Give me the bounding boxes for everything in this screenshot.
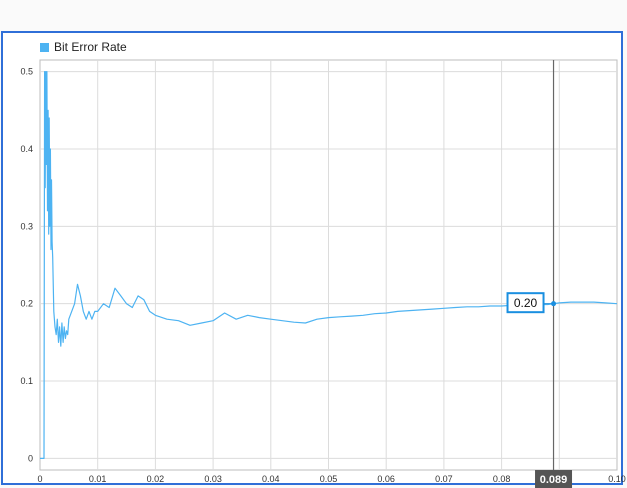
series-line-bit-error-rate	[40, 70, 618, 459]
x-tick-label: 0.08	[493, 474, 511, 484]
legend-swatch	[40, 42, 49, 52]
y-tick-label: 0.2	[20, 299, 33, 309]
y-tick-label: 0.3	[20, 221, 33, 231]
x-tick-label: 0.05	[320, 474, 338, 484]
legend: Bit Error Rate	[40, 40, 127, 54]
y-tick-label: 0.1	[20, 376, 33, 386]
x-tick-label: 0.07	[435, 474, 453, 484]
y-tick-label: 0.4	[20, 144, 33, 154]
x-tick-label: 0.01	[89, 474, 107, 484]
cursor-x-box	[535, 470, 573, 488]
y-tick-label: 0	[28, 453, 33, 463]
y-tick-label: 0.5	[20, 67, 33, 77]
x-tick-label: 0.04	[262, 474, 280, 484]
x-tick-label: 0.10	[608, 474, 626, 484]
legend-label: Bit Error Rate	[54, 40, 127, 54]
cursor-value-box	[506, 292, 545, 314]
x-tick-label: 0.06	[377, 474, 395, 484]
x-tick-label: 0.03	[204, 474, 222, 484]
cursor-x-label: 0.089	[540, 474, 568, 486]
cursor-value-label: 0.20	[514, 296, 538, 310]
x-tick-label: 0	[37, 474, 42, 484]
x-tick-label: 0.02	[147, 474, 165, 484]
